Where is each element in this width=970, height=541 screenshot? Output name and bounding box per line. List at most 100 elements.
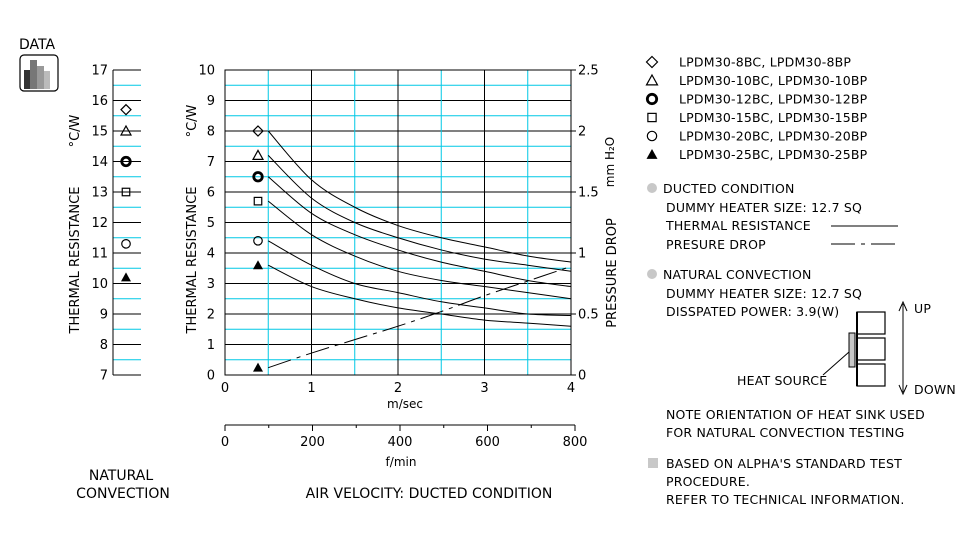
natural-point-square: [121, 187, 131, 197]
pressure-tick-label: 1.5: [578, 186, 599, 201]
fmin-tick-label: 0: [221, 435, 229, 450]
ducted-marker-filled-triangle: [253, 260, 263, 270]
ducted-markers: [251, 125, 265, 372]
natural-y-tick-label: 7: [100, 369, 108, 384]
natural-y-tick-label: 17: [91, 64, 108, 79]
natural-y-tick-label: 16: [91, 94, 108, 109]
up-down-arrow: [898, 300, 908, 396]
heat-sink-diagram: [822, 311, 886, 387]
x-axis-label-fmin: f/min: [386, 455, 417, 469]
thermal-resistance-curve: [268, 240, 572, 317]
natural-points: [119, 103, 133, 282]
natural-y-tick-label: 13: [91, 186, 108, 201]
legend-symbol-circle: [646, 130, 658, 142]
natural-convection-panel: 7 8 9 10 11 12 13 14 15 16 17 THERMAL RESISTANCE °…: [68, 64, 170, 503]
thermal-resistance-curve: [267, 130, 572, 263]
thermal-resistance-curve: [268, 264, 572, 327]
legend-item-label: LPDM30-10BC, LPDM30-10BP: [679, 73, 868, 88]
standard-note-line2: PROCEDURE.: [666, 474, 750, 489]
legend: LPDM30-8BC, LPDM30-8BP LPDM30-10BC, LPDM3…: [645, 55, 868, 162]
ducted-y-tick-label: 8: [207, 125, 215, 140]
ducted-marker-ring: [252, 171, 264, 183]
standard-bullet: [648, 458, 658, 468]
natural-point-ring: [120, 155, 132, 168]
legend-symbol-triangle: [645, 73, 659, 86]
natural-title-line1: NATURAL: [89, 468, 153, 484]
ducted-y-tick-label: 10: [198, 64, 215, 79]
natural-heater-size: DUMMY HEATER SIZE: 12.7 SQ: [666, 286, 862, 301]
x-axis-label-ms: m/sec: [387, 397, 423, 411]
natural-y-unit: °C/W: [68, 114, 83, 147]
pressure-tick-label: 0: [578, 369, 586, 384]
down-label: DOWN: [914, 382, 956, 397]
ducted-marker-diamond: [252, 125, 264, 137]
standard-note-line1: BASED ON ALPHA'S STANDARD TEST: [666, 456, 902, 471]
ducted-x-tick-label: 1: [307, 381, 315, 396]
natural-tick-labels: 7 8 9 10 11 12 13 14 15 16 17: [91, 64, 108, 384]
ducted-y-unit: °C/W: [185, 104, 200, 137]
legend-symbol-ring: [645, 92, 659, 106]
ducted-y-tick-label: 6: [207, 186, 215, 201]
pressure-tick-label: 2.5: [578, 64, 599, 79]
legend-item-label: LPDM30-8BC, LPDM30-8BP: [679, 55, 851, 70]
pressure-drop-curve: [268, 265, 572, 369]
natural-point-circle: [121, 239, 131, 249]
natural-y-tick-label: 8: [100, 338, 108, 353]
fmin-tick-label: 200: [300, 435, 325, 450]
natural-point-diamond: [120, 103, 132, 116]
heat-source-block: [848, 332, 856, 368]
pressure-drop-unit: mm H₂O: [603, 137, 617, 187]
legend-item-label: LPDM30-12BC, LPDM30-12BP: [679, 92, 868, 107]
natural-title-line2: CONVECTION: [76, 486, 170, 502]
natural-y-tick-label: 11: [91, 247, 108, 262]
pressure-drop-axis-label: PRESSURE DROP: [605, 218, 620, 328]
ducted-y-tick-label: 1: [207, 338, 215, 353]
natural-y-tick-label: 9: [100, 308, 108, 323]
data-badge-label: DATA: [19, 37, 55, 53]
ducted-x-tick-label: 0: [221, 381, 229, 396]
ducted-marker-filled-triangle: [253, 362, 263, 372]
notes: DUCTED CONDITION DUMMY HEATER SIZE: 12.7…: [647, 181, 956, 507]
heat-source-label: HEAT SOURCE: [737, 373, 827, 388]
pressure-tick-label: 2: [578, 125, 586, 140]
natural-point-filled-triangle: [121, 272, 131, 282]
natural-bullet: [647, 269, 657, 279]
ducted-heater-size: DUMMY HEATER SIZE: 12.7 SQ: [666, 200, 862, 215]
fmin-axis: 0 200 400 600 800: [221, 424, 588, 450]
ducted-bullet: [647, 183, 657, 193]
natural-point-triangle: [119, 124, 133, 136]
legend-symbol-filled-triangle: [646, 149, 658, 159]
legend-symbol-diamond: [645, 55, 659, 69]
thermal-resistance-key: THERMAL RESISTANCE: [665, 218, 811, 233]
ducted-y-axis-label: THERMAL RESISTANCE: [185, 187, 200, 335]
thermal-resistance-curve: [267, 200, 572, 300]
natural-y-tick-label: 10: [91, 277, 108, 292]
natural-y-tick-label: 12: [91, 216, 108, 231]
thermal-resistance-curve: [267, 176, 572, 288]
ducted-x-tick-label: 2: [394, 381, 402, 396]
pressure-tick-label: 1: [578, 247, 586, 262]
bar-chart-icon: [19, 54, 59, 92]
natural-grid: [112, 69, 141, 376]
legend-item-label: LPDM30-15BC, LPDM30-15BP: [679, 110, 868, 125]
ducted-title: DUCTED CONDITION: [663, 181, 795, 196]
ducted-y-tick-label: 2: [207, 308, 215, 323]
ducted-x-tick-label: 3: [480, 381, 488, 396]
natural-y-axis-label: THERMAL RESISTANCE: [68, 187, 83, 335]
ducted-y-tick-label: 7: [207, 155, 215, 170]
ducted-grid: [224, 69, 572, 376]
ducted-y-tick-label: 0: [207, 369, 215, 384]
up-label: UP: [914, 301, 931, 316]
legend-item-label: LPDM30-25BC, LPDM30-25BP: [679, 147, 868, 162]
natural-title: NATURAL CONVECTION: [663, 267, 812, 282]
ducted-y-tick-label: 9: [207, 94, 215, 109]
ducted-x-tick-label: 4: [567, 381, 575, 396]
standard-note-line3: REFER TO TECHNICAL INFORMATION.: [666, 492, 905, 507]
data-badge: DATA: [19, 37, 59, 92]
fmin-tick-label: 800: [563, 435, 588, 450]
thermal-resistance-curve: [267, 155, 572, 272]
ducted-marker-square: [253, 196, 263, 206]
orientation-note-line2: FOR NATURAL CONVECTION TESTING: [666, 425, 904, 440]
